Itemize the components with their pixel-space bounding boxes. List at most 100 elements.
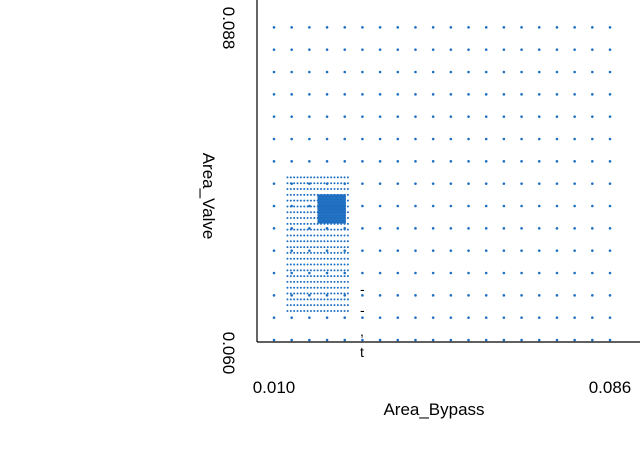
data-point — [313, 222, 316, 225]
data-point — [343, 338, 347, 342]
data-point — [449, 204, 453, 208]
data-point — [608, 160, 612, 163]
data-point — [555, 338, 559, 342]
y-tick-label: 0.088 — [219, 7, 238, 50]
data-point — [396, 316, 400, 319]
data-point — [306, 286, 309, 289]
data-point — [361, 227, 364, 230]
points-layer — [272, 26, 612, 342]
data-point — [414, 294, 417, 297]
data-point — [296, 292, 299, 295]
data-point — [333, 309, 336, 312]
data-point — [309, 280, 312, 283]
data-point — [396, 70, 400, 74]
data-point — [323, 176, 326, 179]
data-point — [306, 275, 309, 278]
data-point — [325, 249, 329, 252]
data-point — [323, 269, 326, 272]
data-point — [303, 257, 306, 260]
data-point — [289, 193, 292, 196]
data-point — [344, 198, 347, 201]
data-point — [333, 257, 336, 260]
data-point — [272, 160, 276, 163]
data-point — [316, 298, 319, 301]
data-point — [320, 263, 323, 266]
data-point — [326, 269, 329, 272]
data-point — [537, 160, 541, 163]
data-point — [502, 26, 506, 29]
data-point — [333, 251, 336, 254]
data-point — [608, 182, 612, 185]
side-text: - - , t — [360, 279, 365, 363]
data-point — [330, 263, 333, 266]
data-point — [555, 182, 559, 185]
data-point — [608, 26, 612, 29]
data-point — [608, 338, 612, 342]
data-point — [537, 182, 541, 185]
data-point — [313, 292, 316, 295]
data-point — [325, 271, 329, 275]
data-point — [330, 257, 333, 260]
data-point — [573, 137, 576, 141]
data-point — [343, 269, 346, 272]
data-point — [340, 292, 343, 295]
data-point — [333, 182, 336, 185]
data-point — [313, 269, 316, 272]
data-point — [591, 115, 594, 118]
data-point — [303, 275, 306, 278]
data-point — [296, 205, 299, 208]
data-point — [308, 160, 311, 163]
data-point — [296, 217, 299, 220]
data-point — [313, 251, 316, 254]
data-point — [323, 304, 326, 307]
data-point — [343, 246, 346, 249]
data-point — [537, 115, 541, 118]
data-point — [309, 292, 312, 295]
data-point — [414, 182, 417, 185]
data-point — [484, 204, 488, 208]
data-point — [336, 240, 339, 243]
data-point — [537, 70, 541, 74]
data-point — [344, 210, 347, 213]
data-point — [330, 182, 333, 185]
data-point — [306, 234, 309, 237]
data-point — [520, 137, 523, 141]
data-point — [336, 269, 339, 272]
data-point — [340, 182, 343, 185]
data-point — [343, 286, 346, 289]
data-point — [555, 227, 559, 230]
data-point — [290, 160, 293, 163]
data-point — [467, 70, 470, 74]
data-point — [286, 298, 289, 301]
data-point — [296, 275, 299, 278]
data-point — [309, 309, 312, 312]
data-point — [290, 338, 293, 342]
data-point — [272, 48, 276, 51]
data-point — [333, 280, 336, 283]
data-point — [326, 263, 329, 266]
data-point — [591, 93, 594, 96]
side-text-line: , — [360, 323, 364, 339]
data-point — [340, 269, 343, 272]
data-point — [555, 249, 559, 252]
data-point — [520, 249, 523, 252]
data-point — [343, 115, 347, 118]
data-point — [316, 309, 319, 312]
side-text-line: - — [360, 281, 365, 297]
data-point — [344, 197, 347, 199]
data-point — [330, 176, 333, 179]
data-point — [306, 211, 309, 214]
data-point — [313, 193, 316, 196]
data-point — [502, 204, 506, 208]
data-point — [346, 246, 349, 249]
data-point — [330, 188, 333, 191]
data-point — [344, 211, 347, 214]
data-point — [325, 137, 329, 141]
data-point — [591, 338, 594, 342]
data-point — [320, 188, 323, 191]
data-point — [608, 48, 612, 51]
data-point — [272, 316, 276, 319]
data-point — [467, 294, 470, 297]
data-point — [326, 298, 329, 301]
data-point — [414, 316, 417, 319]
